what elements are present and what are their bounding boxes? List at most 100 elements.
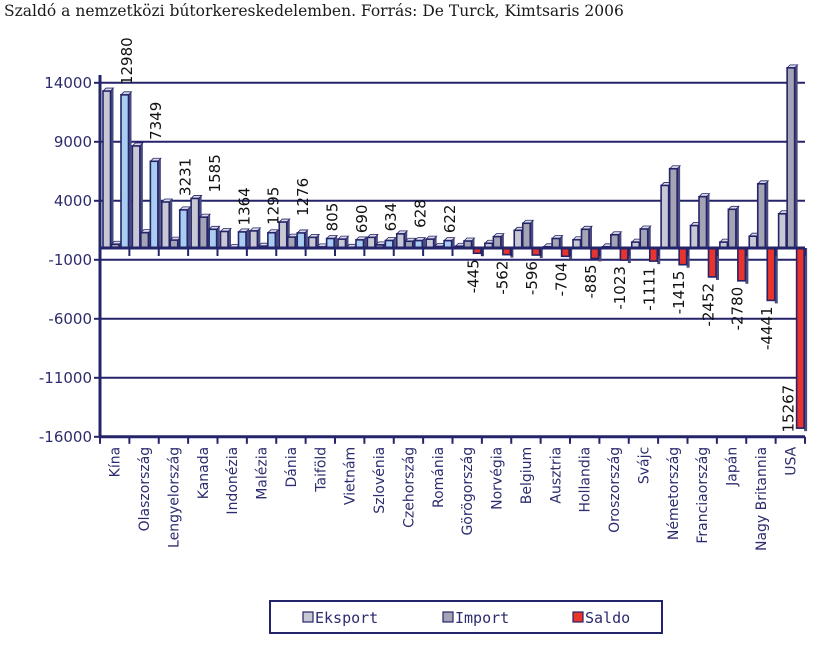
data-label: -4441 (758, 306, 776, 350)
bar-saldo (443, 237, 456, 249)
x-tick-label: Ausztria (548, 447, 564, 504)
bar-eksport-side (433, 236, 437, 248)
x-tick-label: Belgium (519, 447, 535, 504)
data-label: 628 (412, 199, 430, 228)
bar-import-side (677, 165, 681, 248)
bar-saldo (296, 229, 309, 249)
bar-import-face (756, 182, 767, 249)
data-label: 12980 (118, 37, 136, 85)
bar-import-face (698, 195, 708, 249)
data-label: -1111 (641, 267, 659, 311)
data-label: -1415 (670, 271, 688, 315)
bar-import (639, 225, 652, 249)
data-label: -596 (523, 261, 541, 295)
legend-label-import: Import (455, 609, 509, 627)
bar-saldo-side (774, 248, 778, 304)
x-tick-label: Norvégia (490, 447, 506, 510)
x-tick-label: Olaszország (137, 447, 153, 532)
bar-saldo-side (128, 91, 132, 248)
bar-saldo (208, 225, 221, 249)
bar-eksport-face (307, 236, 317, 249)
bar-saldo-face (590, 247, 600, 260)
x-tick-label: Szlovénia (372, 447, 388, 514)
legend: Eksport Import Saldo (269, 600, 663, 634)
bar-import-side (530, 220, 534, 248)
bar-import-face (140, 231, 150, 249)
bar-import-face (521, 222, 532, 249)
x-tick-label: Dánia (284, 447, 300, 488)
bar-saldo-side (187, 206, 191, 248)
data-label: 15267 (779, 385, 797, 433)
data-label: -2452 (699, 283, 717, 327)
bar-import-side (706, 193, 710, 248)
x-tick-label: Japán (725, 447, 741, 487)
bar-import-side (500, 233, 504, 248)
bar-eksport-face (219, 230, 229, 249)
data-label: -562 (494, 261, 512, 295)
data-label: 1585 (206, 154, 224, 192)
x-tick-label: USA (783, 446, 799, 475)
bar-eksport-face (102, 90, 112, 249)
bar-saldo-face (296, 232, 306, 249)
x-tick-label: Németország (666, 447, 682, 540)
bar-saldo (355, 236, 368, 249)
bar-eksport-side (228, 228, 231, 248)
data-labels: 12980 7349 3231 1585 1364 1295 1276 805 690 634 62… (118, 37, 798, 432)
data-label: -1023 (611, 266, 629, 310)
chart-title: Szaldó a nemzetközi bútorkereskedelemben… (4, 2, 624, 20)
bar-saldo (413, 237, 427, 249)
x-tick-label: Franciaország (695, 447, 711, 544)
bar-saldo-face (237, 231, 247, 249)
bar-saldo-side (422, 237, 426, 248)
bar-saldo-side (363, 236, 367, 248)
data-label: 7349 (147, 102, 165, 140)
data-label: 634 (382, 203, 400, 232)
bar-eksport-side (286, 219, 290, 248)
bar-eksport-side (374, 234, 378, 248)
x-tick-label: Malézia (255, 447, 271, 500)
bar-saldo-side (686, 248, 690, 268)
axes (94, 75, 806, 444)
bar-eksport (278, 218, 291, 249)
bar-eksport-face (660, 184, 670, 249)
bar-import-face (786, 67, 796, 249)
data-label: -2780 (729, 287, 747, 331)
bar-import (551, 235, 564, 249)
bar-import-face (639, 228, 649, 249)
data-label: 805 (323, 203, 341, 232)
y-tick-labels: 14000 9000 4000 -1000 -6000 -11000 -16000 (39, 74, 92, 446)
bar-saldo-face (208, 228, 218, 249)
bar-saldo-face (737, 247, 747, 282)
x-tick-label: Svájc (636, 447, 652, 484)
bar-eksport-side (316, 234, 320, 248)
bar-saldo (149, 157, 162, 249)
bar-eksport-side (110, 88, 114, 248)
bar-saldo-face (178, 209, 189, 249)
bar-saldo-side (157, 158, 161, 248)
bar-eksport (219, 228, 232, 249)
bar-saldo-side (745, 248, 749, 284)
bar-saldo (266, 229, 280, 249)
bar-saldo-face (678, 247, 688, 266)
bar-saldo (766, 247, 778, 304)
legend-label-eksport: Eksport (315, 609, 378, 627)
bar-eksport (102, 87, 115, 249)
bar-import-side (559, 235, 563, 248)
bar-import-side (765, 180, 769, 248)
bar-eksport-face (160, 201, 171, 249)
bar-import-face (492, 235, 502, 249)
bar-eksport-side (345, 236, 349, 248)
y-tick-label: -1000 (48, 251, 92, 269)
x-tick-label: Lengyelország (166, 447, 182, 548)
bar-saldo-face (766, 247, 776, 302)
bar-import (492, 233, 505, 249)
bar-saldo-face (120, 94, 130, 249)
bar-import (698, 193, 711, 249)
x-tick-label: Nagy Britannia (754, 447, 770, 551)
bar-import (756, 180, 770, 249)
y-tick-label: 9000 (54, 133, 92, 151)
y-tick-label: -16000 (39, 428, 92, 446)
bar-import-side (647, 225, 651, 248)
bar-eksport-side (404, 230, 408, 248)
bar-eksport-face (513, 229, 523, 249)
